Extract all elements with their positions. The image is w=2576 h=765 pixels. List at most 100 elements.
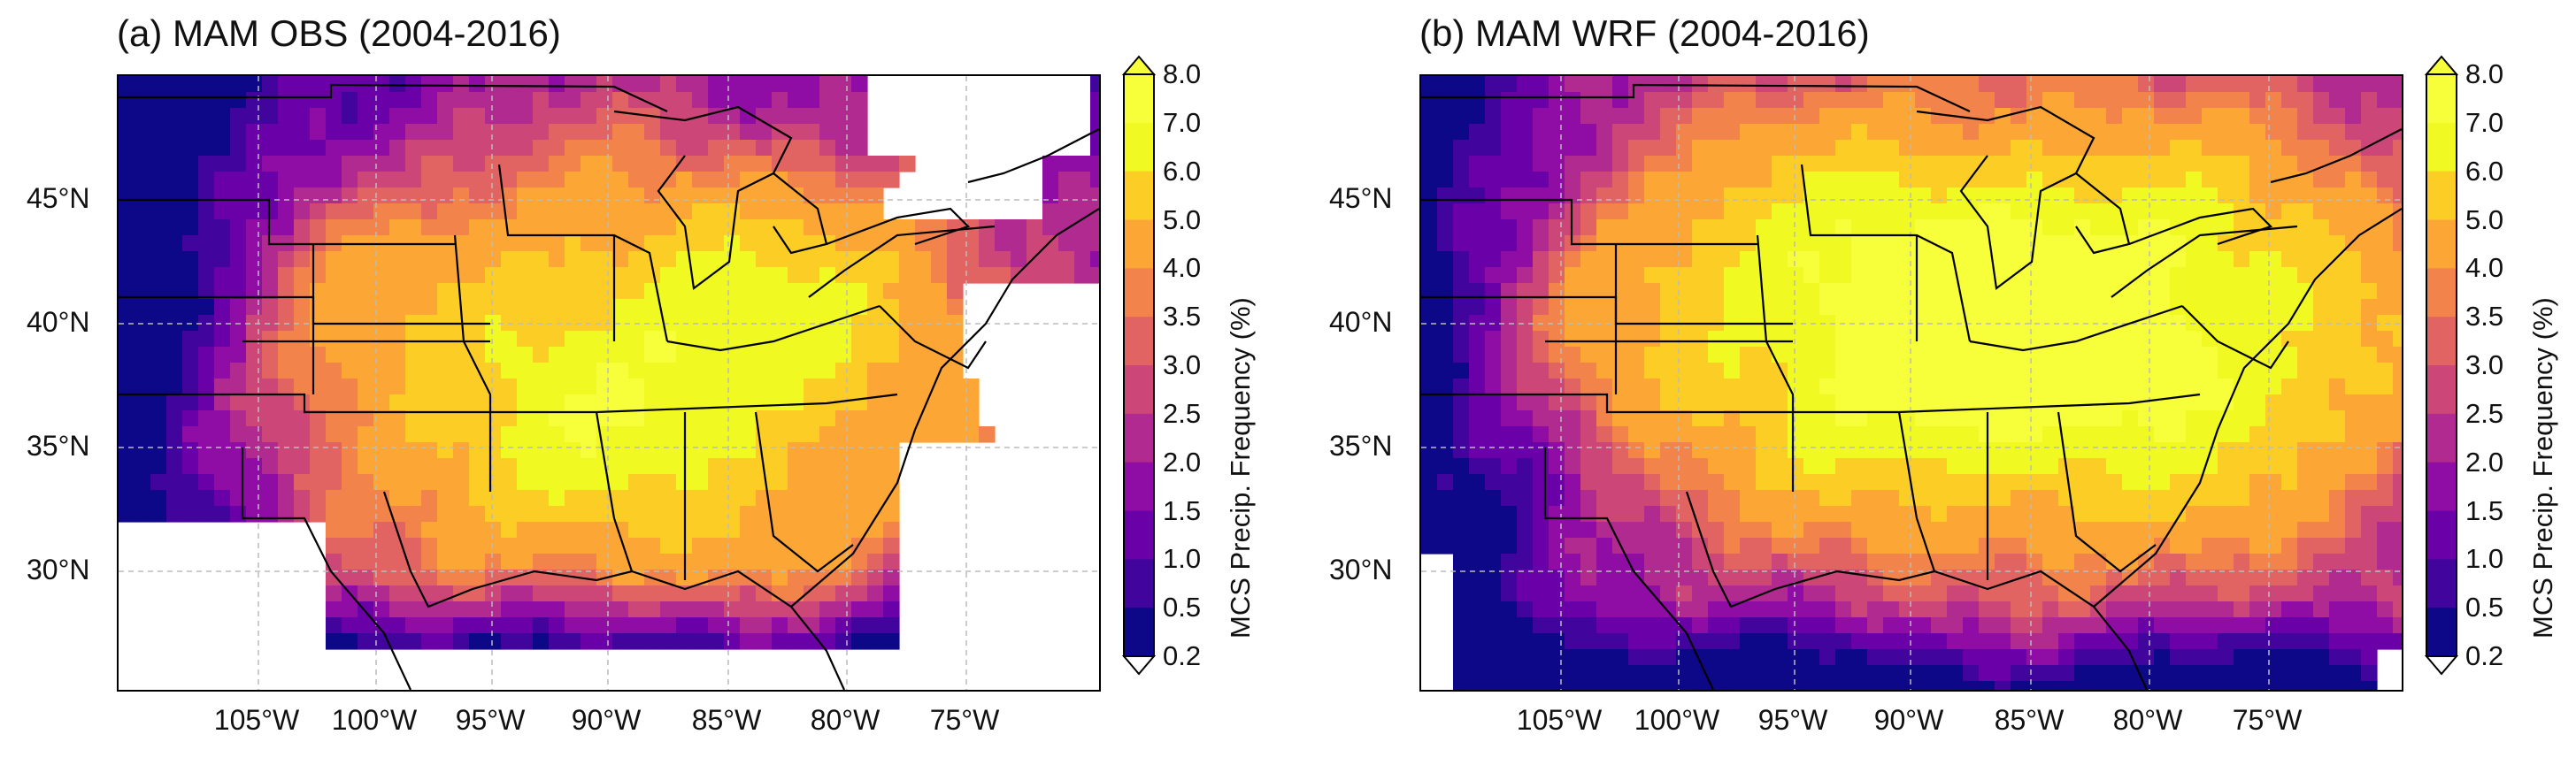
field-cell [1549, 585, 1565, 602]
field-cell [294, 379, 311, 395]
field-cell [2170, 474, 2187, 491]
field-cell [2011, 331, 2027, 348]
field-cell [628, 203, 645, 220]
field-cell [119, 76, 135, 93]
field-cell [2090, 633, 2107, 650]
field-cell [2202, 617, 2218, 634]
field-cell [660, 426, 677, 443]
field-cell [2249, 124, 2266, 141]
field-cell [1851, 92, 1868, 109]
field-cell [453, 522, 470, 539]
field-cell [2106, 522, 2123, 539]
field-cell [2218, 538, 2234, 555]
field-cell [421, 363, 438, 379]
field-cell [2393, 172, 2402, 188]
field-cell [2313, 219, 2330, 236]
field-cell [2122, 76, 2139, 93]
field-cell [1485, 458, 1502, 475]
field-cell [2281, 203, 2298, 220]
field-cell [1074, 172, 1091, 188]
field-cell [867, 554, 884, 570]
field-cell [198, 347, 215, 363]
field-cell [166, 187, 183, 204]
field-cell [2313, 570, 2330, 586]
field-cell [2218, 187, 2234, 204]
field-cell [1628, 172, 1645, 188]
field-cell [1803, 347, 1820, 363]
field-cell [517, 331, 534, 348]
field-cell [214, 379, 231, 395]
field-cell [421, 156, 438, 172]
field-cell [1090, 76, 1099, 93]
field-cell [2138, 299, 2155, 316]
field-cell [1979, 172, 1995, 188]
field-cell [788, 506, 804, 523]
field-cell [1979, 108, 1995, 125]
field-cell [549, 172, 565, 188]
field-cell [2074, 203, 2091, 220]
field-cell [246, 108, 263, 125]
field-cell [262, 156, 279, 172]
field-cell [2393, 474, 2402, 491]
field-cell [1660, 92, 1677, 109]
field-cell [1580, 617, 1597, 634]
field-cell [326, 474, 342, 491]
field-cell [1963, 490, 1980, 507]
field-cell [1995, 331, 2011, 348]
field-cell [1692, 474, 1709, 491]
field-cell [2297, 203, 2314, 220]
longitude-label: 90°W [1874, 704, 1944, 737]
field-cell [1788, 585, 1804, 602]
field-cell [2202, 601, 2218, 618]
field-cell [1421, 172, 1438, 188]
field-cell [2329, 92, 2346, 109]
field-cell [1756, 570, 1772, 586]
field-cell [947, 267, 964, 284]
field-cell [1740, 347, 1757, 363]
field-cell [2090, 363, 2107, 379]
field-cell [150, 506, 167, 523]
colorbar-segment [2426, 123, 2457, 172]
field-cell [1596, 331, 1613, 348]
field-cell [692, 601, 709, 618]
field-cell [150, 331, 167, 348]
field-cell [2393, 92, 2402, 109]
field-cell [1979, 379, 1995, 395]
field-cell [2122, 92, 2139, 109]
field-cell [342, 458, 358, 475]
field-cell [469, 601, 486, 618]
field-cell [724, 172, 741, 188]
field-cell [1931, 156, 1948, 172]
field-cell [581, 474, 597, 491]
field-cell [1090, 219, 1099, 236]
field-cell [1740, 92, 1757, 109]
colorbar-segment [1124, 123, 1154, 172]
field-cell [1931, 394, 1948, 411]
field-cell [883, 331, 900, 348]
field-cell [1915, 649, 1932, 666]
field-cell [2281, 235, 2298, 252]
field-cell [294, 347, 311, 363]
field-cell [485, 251, 502, 268]
field-cell [1453, 522, 1470, 539]
field-cell [2297, 601, 2314, 618]
field-cell [772, 506, 788, 523]
field-cell [1899, 172, 1916, 188]
field-cell [1931, 665, 1948, 682]
field-cell [1517, 140, 1534, 157]
field-cell [1027, 267, 1043, 284]
field-cell [2138, 219, 2155, 236]
field-cell [1708, 172, 1725, 188]
field-cell [612, 379, 629, 395]
field-cell [1580, 506, 1597, 523]
field-cell [2026, 410, 2043, 427]
field-cell [1437, 219, 1454, 236]
field-cell [565, 617, 581, 634]
field-cell [804, 156, 820, 172]
colorbar-tick-label: 1.0 [1163, 543, 1201, 575]
field-cell [1963, 442, 1980, 459]
field-cell [1469, 156, 1486, 172]
field-cell [1501, 219, 1518, 236]
field-cell [501, 633, 518, 650]
field-cell [405, 458, 422, 475]
